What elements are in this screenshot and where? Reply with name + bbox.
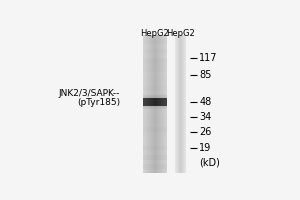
Bar [145,98,146,106]
Bar [156,35,157,173]
Bar [144,35,145,173]
Bar [147,98,148,106]
Bar [147,35,148,173]
Bar [143,35,144,173]
Bar [143,150,167,155]
Bar [160,35,161,173]
Bar [143,141,167,146]
Bar [161,98,162,106]
Bar [159,98,160,106]
Bar [143,99,167,104]
Bar [151,98,152,106]
Text: JNK2/3/SAPK--: JNK2/3/SAPK-- [59,89,120,98]
Bar [149,98,150,106]
Bar [143,96,167,97]
Bar [143,90,167,95]
Bar [143,164,167,169]
Bar [152,35,153,173]
Bar [143,95,167,99]
Bar [143,94,167,95]
Text: (kD): (kD) [199,158,220,168]
Text: 85: 85 [199,70,212,80]
Bar [160,98,161,106]
Bar [159,35,160,173]
Bar [143,98,144,106]
Bar [149,35,150,173]
Bar [143,72,167,76]
Bar [153,35,154,173]
Bar [143,155,167,160]
Bar [165,35,166,173]
Bar [153,98,154,106]
Bar [143,109,167,113]
Bar [143,76,167,81]
Bar [154,35,155,173]
Bar [143,136,167,141]
Bar [156,98,157,106]
Bar [165,98,166,106]
Bar [143,104,167,109]
Text: HepG2: HepG2 [166,29,195,38]
Bar [143,160,167,164]
Bar [154,98,155,106]
Bar [157,98,158,106]
Bar [143,81,167,86]
Text: 48: 48 [199,97,211,107]
Bar [143,105,167,106]
Bar [151,35,152,173]
Bar [143,44,167,49]
Bar [143,123,167,127]
Text: 117: 117 [199,53,218,63]
Bar [143,62,167,67]
Bar [143,49,167,53]
Bar [164,35,165,173]
Bar [145,35,146,173]
Bar [146,98,147,106]
Bar [143,35,167,39]
Text: 19: 19 [199,143,211,153]
Bar [143,86,167,90]
Bar [143,118,167,123]
Bar [143,106,167,107]
Bar [143,132,167,136]
Bar [143,108,167,109]
Bar [146,35,147,173]
Bar [143,95,167,96]
Bar [163,98,164,106]
Bar [143,127,167,132]
Bar [152,98,153,106]
Bar [143,39,167,44]
Bar [143,113,167,118]
Bar [158,98,159,106]
Bar [157,35,158,173]
Text: 34: 34 [199,112,211,122]
Bar [143,58,167,62]
Bar [163,35,164,173]
Bar [144,98,145,106]
Bar [162,98,163,106]
Bar [162,35,163,173]
Bar [161,35,162,173]
Bar [155,98,156,106]
Bar [155,35,156,173]
Bar [143,67,167,72]
Text: (pTyr185): (pTyr185) [77,98,120,107]
Text: HepG2: HepG2 [140,29,169,38]
Text: 26: 26 [199,127,212,137]
Bar [148,35,149,173]
Bar [150,35,151,173]
Bar [164,98,165,106]
Bar [143,146,167,150]
Bar [150,98,151,106]
Bar [158,35,159,173]
Bar [148,98,149,106]
Bar [143,169,167,173]
Bar [143,107,167,108]
Bar [143,97,167,98]
Bar [143,53,167,58]
